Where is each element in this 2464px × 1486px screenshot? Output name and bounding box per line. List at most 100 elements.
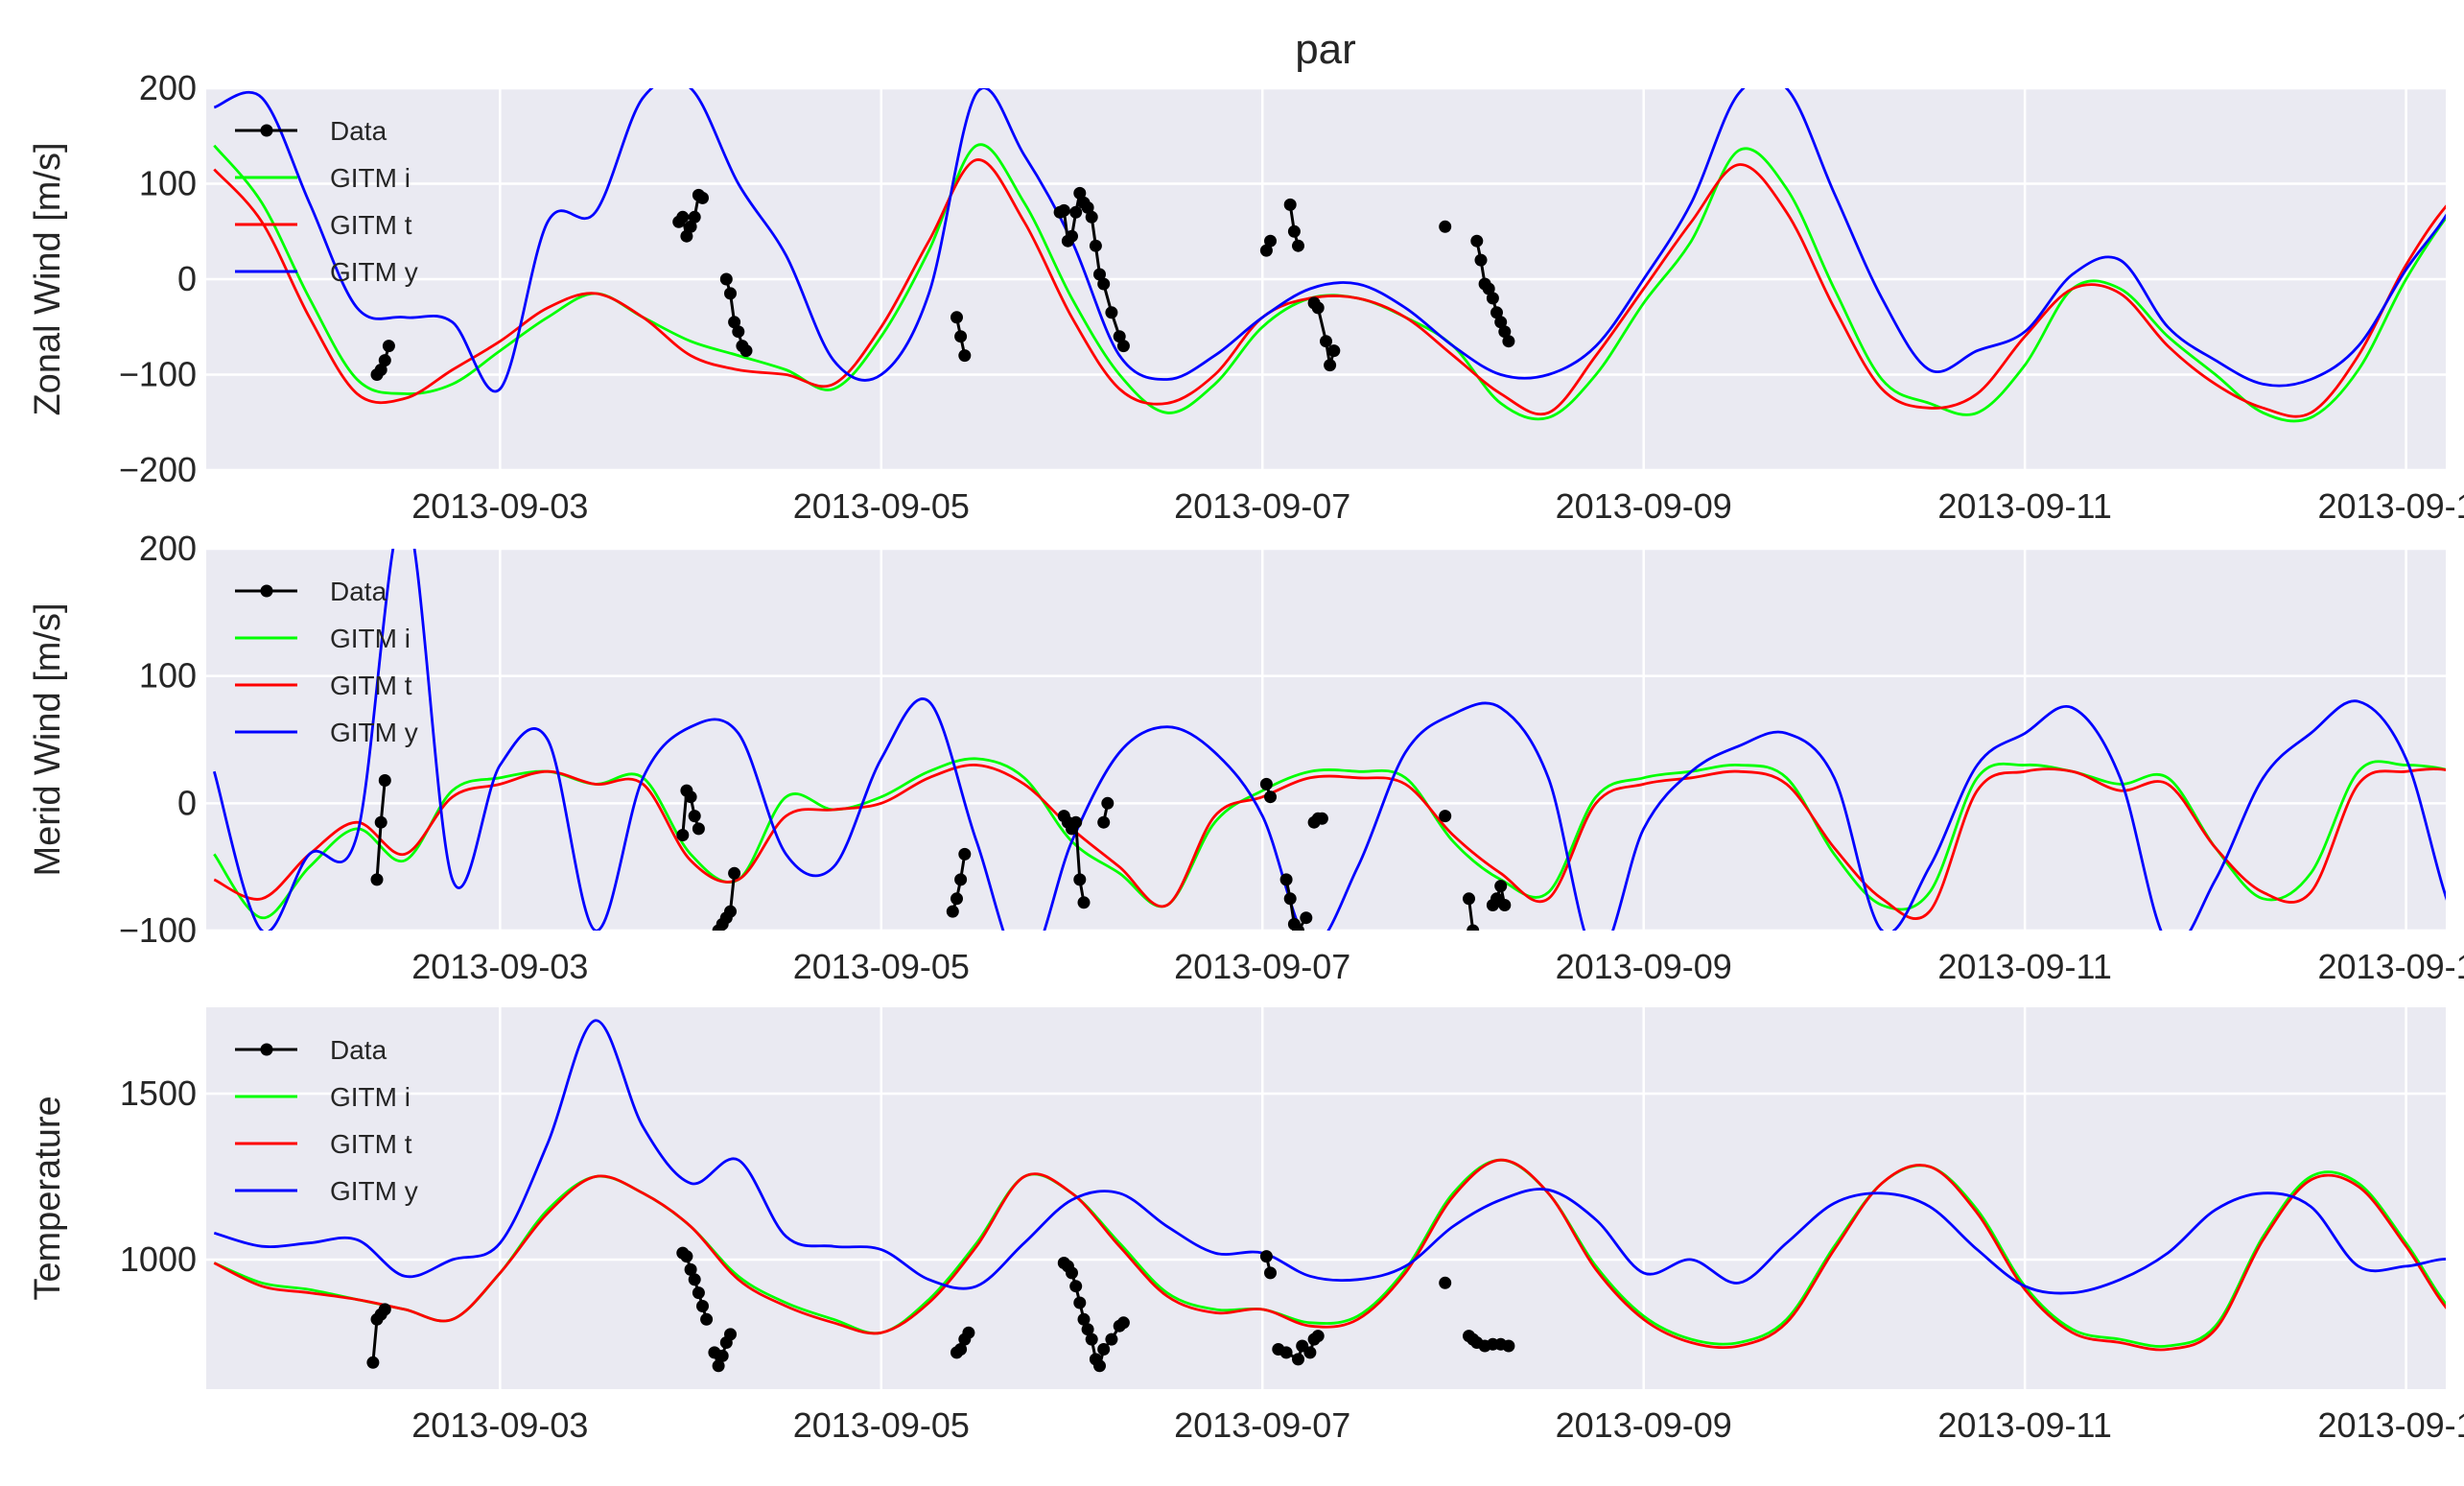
y-tick-label: 1000 [120, 1239, 197, 1279]
data-point [382, 340, 395, 353]
data-point [676, 829, 690, 841]
x-tick-label: 2013-09-07 [1174, 947, 1350, 986]
data-point [374, 364, 387, 376]
legend: Data GITM i GITM t GITM y [235, 1035, 418, 1206]
legend-marker [260, 124, 273, 137]
y-tick-label: −100 [119, 910, 197, 950]
y-tick-label: 100 [139, 164, 197, 203]
data-point [684, 790, 697, 804]
data-point [716, 1349, 729, 1362]
data-point [370, 873, 384, 886]
data-series-line [950, 854, 967, 912]
series-layer [212, 549, 2446, 931]
data-point [1113, 330, 1126, 343]
data-point [1324, 359, 1337, 372]
data-point [1439, 1276, 1452, 1289]
data-point [719, 272, 733, 286]
data-point [1259, 777, 1273, 790]
data-point [946, 905, 959, 918]
legend-marker [260, 1043, 273, 1056]
x-tick-label: 2013-09-07 [1174, 486, 1350, 526]
data-point [954, 873, 968, 886]
x-tick-label: 2013-09-05 [793, 947, 970, 986]
y-tick-label: 1500 [120, 1073, 197, 1113]
data-point [676, 210, 690, 224]
data-point [1085, 210, 1098, 224]
data-point [1081, 200, 1094, 214]
data-point [1259, 1250, 1273, 1263]
data-point [1292, 239, 1304, 252]
data-point [1502, 335, 1515, 348]
data-point [1494, 316, 1508, 329]
y-axis-title: Temperature [28, 1096, 68, 1300]
gitm-y-series [212, 549, 2446, 931]
legend-label: GITM t [330, 1129, 412, 1159]
y-tick-label: 100 [139, 656, 197, 696]
data-point [962, 1326, 975, 1339]
x-tick-label: 2013-09-03 [411, 486, 588, 526]
data-point [1320, 335, 1332, 348]
data-point [950, 892, 963, 906]
y-axis-title: Zonal Wind [m/s] [28, 142, 68, 415]
data-point [1439, 220, 1452, 233]
temperature-panel: 1500 1000 2013-09-03 2013-09-05 2013-09-07 20… [28, 1007, 2464, 1445]
legend-marker [260, 584, 273, 598]
data-point [1287, 224, 1301, 238]
x-tick-label: 2013-09-09 [1556, 947, 1732, 986]
x-tick-label: 2013-09-11 [1937, 947, 2111, 986]
legend: Data GITM i GITM t GITM y [235, 577, 418, 747]
data-point [1498, 325, 1512, 339]
y-tick-label: −200 [119, 450, 197, 489]
data-point [1311, 1330, 1325, 1343]
gitm-t-series [213, 158, 2446, 418]
data-point [950, 311, 963, 324]
gitm-t-series [213, 764, 2446, 920]
data-point [724, 287, 737, 300]
gitm-i-series [213, 143, 2446, 423]
data-point [1315, 812, 1328, 825]
data-point [688, 1273, 701, 1286]
zonal-wind-panel: 200 100 0 −100 −200 2013-09-03 2013-09-05 2013-… [28, 68, 2464, 526]
y-tick-label: −100 [119, 355, 197, 394]
legend-label: Data [330, 1035, 387, 1065]
data-point [1283, 892, 1297, 906]
data-point [1279, 1346, 1293, 1359]
data-point [724, 905, 737, 918]
data-point [684, 220, 697, 233]
x-tick-label: 2013-09-05 [793, 486, 970, 526]
x-tick-label: 2013-09-09 [1556, 486, 1732, 526]
data-point [366, 1356, 380, 1369]
data-point [1097, 1343, 1111, 1356]
data-point [724, 1328, 737, 1341]
data-point [1279, 873, 1293, 886]
data-point [1073, 186, 1087, 200]
legend-label: GITM t [330, 671, 412, 700]
data-point [1463, 892, 1475, 906]
data-point [1097, 815, 1111, 829]
legend-label: Data [330, 577, 387, 606]
data-point [1105, 1333, 1118, 1346]
data-point [1264, 790, 1277, 804]
data-point [1486, 292, 1499, 305]
data-point [1097, 277, 1111, 291]
data-point [1439, 810, 1452, 823]
data-point [1066, 1266, 1078, 1280]
data-point [1470, 234, 1484, 248]
data-point [1093, 268, 1106, 281]
data-point [1259, 244, 1273, 257]
data-point [739, 344, 753, 358]
data-point [1073, 873, 1087, 886]
data-point [700, 1312, 714, 1326]
data-point [1069, 205, 1083, 219]
data-point [1490, 306, 1503, 319]
data-point [1085, 1333, 1098, 1346]
data-point [732, 325, 745, 339]
data-point [684, 1262, 697, 1276]
data-point [1116, 1316, 1130, 1330]
data-point [1077, 1312, 1091, 1326]
data-point [1327, 344, 1341, 358]
data-point [688, 210, 701, 224]
series-layer [213, 1019, 2446, 1373]
data-point [954, 1343, 968, 1356]
data-point [378, 354, 391, 367]
